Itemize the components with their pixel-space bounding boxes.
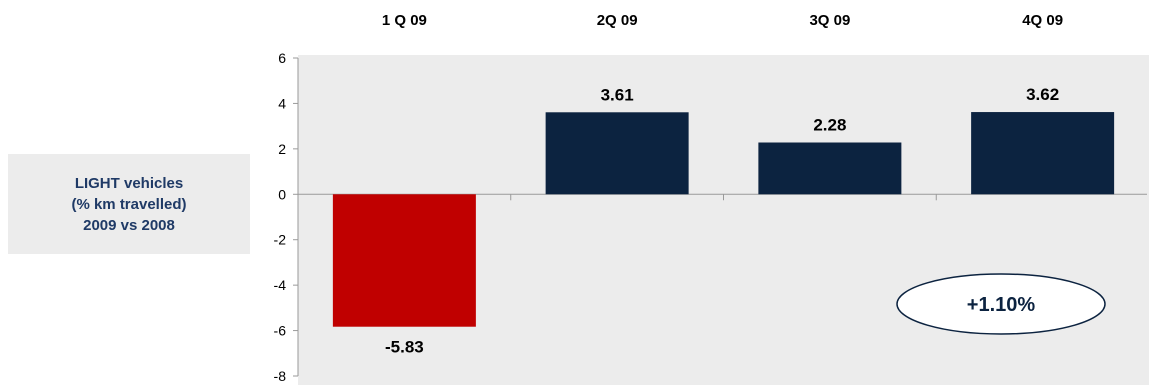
y-tick-label: -6 <box>274 323 287 339</box>
category-label: 3Q 09 <box>809 12 850 29</box>
y-tick-label: -8 <box>274 368 287 384</box>
series-description-label: LIGHT vehicles (% km travelled) 2009 vs … <box>8 154 250 254</box>
y-axis: -8 -6 -4 -2 0 2 4 6 <box>274 50 1147 384</box>
callout-ellipse <box>896 273 1106 335</box>
category-label: 1 Q 09 <box>382 12 427 29</box>
series-description-line-3: 2009 vs 2008 <box>83 216 175 234</box>
y-tick-label: -4 <box>274 277 287 293</box>
bar-2 <box>545 112 689 195</box>
series-description-line-1: LIGHT vehicles <box>74 174 184 192</box>
data-label: 2.28 <box>813 115 846 134</box>
total-change-callout: +1.10% <box>896 273 1106 335</box>
y-tick-label: 6 <box>278 50 286 66</box>
bar-1 <box>332 194 476 327</box>
category-label: 4Q 09 <box>1022 12 1063 29</box>
y-tick-label: 2 <box>278 141 286 157</box>
bar-4 <box>971 112 1115 195</box>
value-labels: -5.83 3.61 2.28 3.62 <box>385 85 1059 357</box>
callout-text: +1.10% <box>967 294 1036 316</box>
bar-3 <box>758 142 902 195</box>
bars <box>332 112 1115 327</box>
y-tick-label: 4 <box>278 95 286 111</box>
y-tick-label: 0 <box>278 186 286 202</box>
data-label: 3.61 <box>601 85 634 104</box>
series-description-line-2: (% km travelled) <box>71 195 187 213</box>
y-tick-label: -2 <box>274 232 287 248</box>
category-labels: 1 Q 09 2Q 09 3Q 09 4Q 09 <box>382 12 1063 29</box>
data-label: 3.62 <box>1026 85 1059 104</box>
data-label: -5.83 <box>385 338 424 357</box>
category-label: 2Q 09 <box>597 12 638 29</box>
